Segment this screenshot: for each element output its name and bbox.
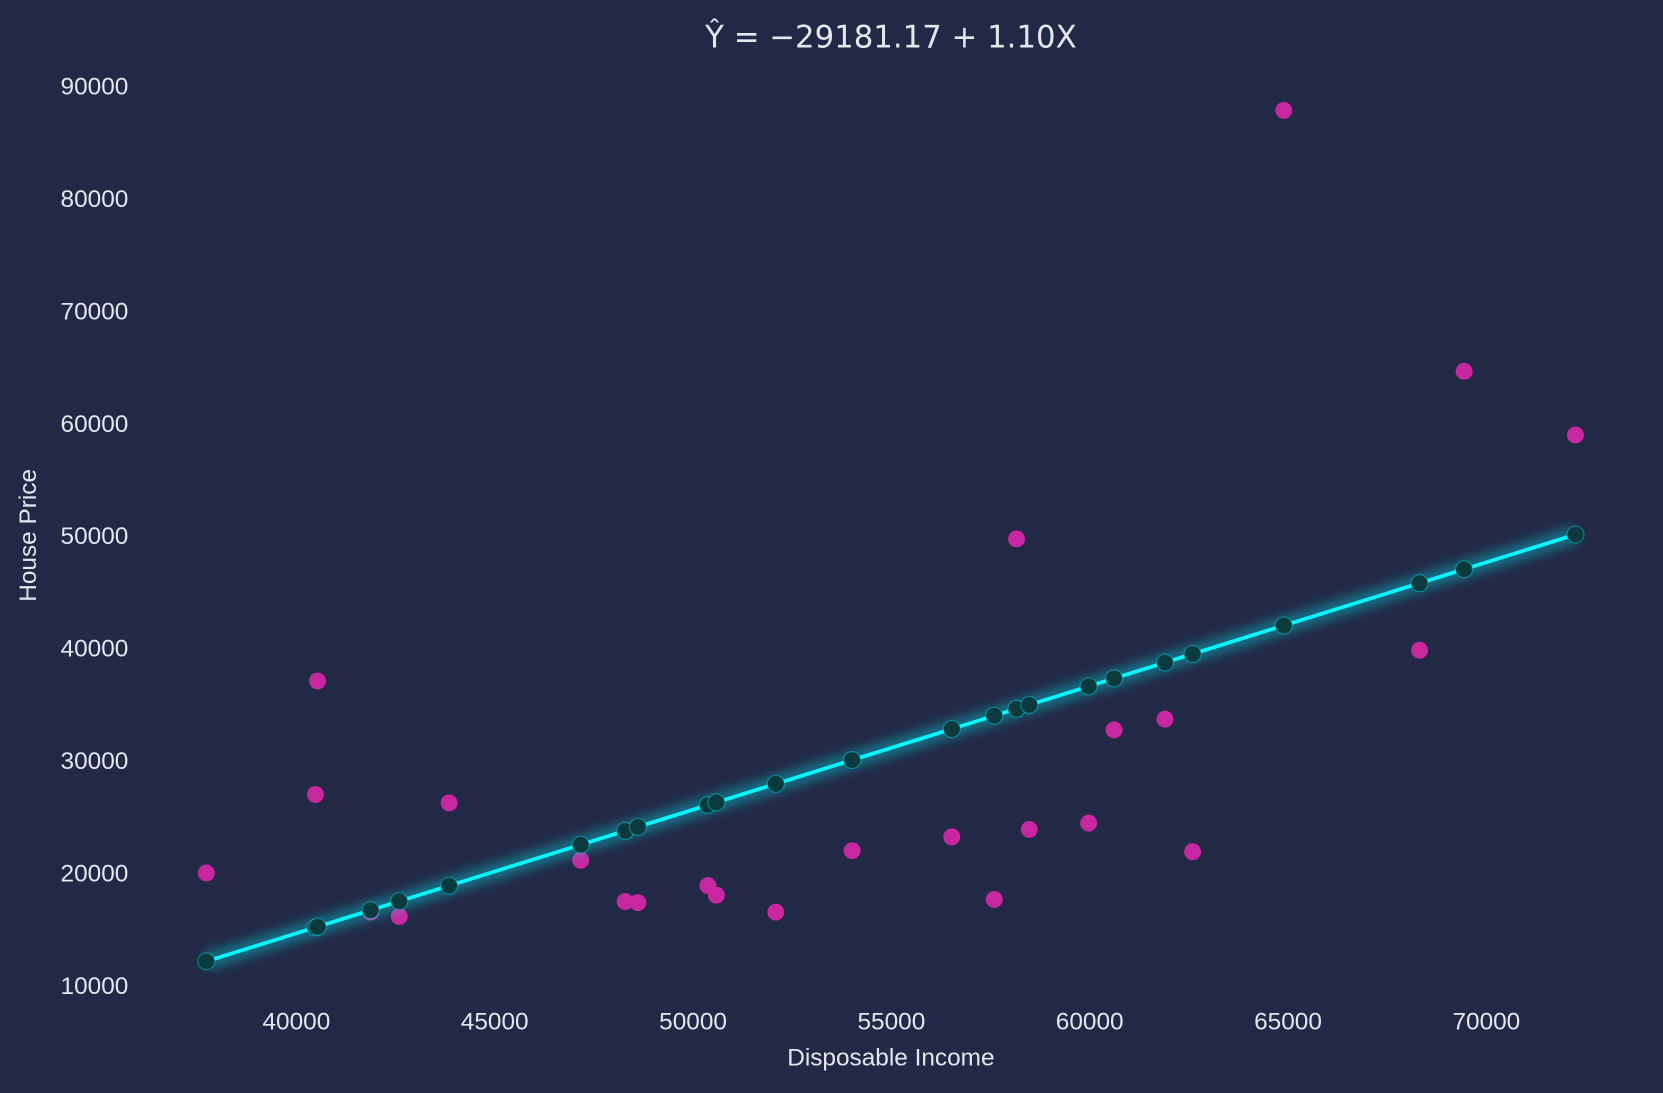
data-point [767,903,785,921]
y-tick-label: 30000 [61,748,129,775]
x-tick-label: 40000 [262,1008,330,1035]
x-tick-label: 65000 [1254,1008,1322,1035]
y-tick-label: 80000 [61,186,129,213]
data-point [943,828,961,846]
fitted-point [1566,525,1585,544]
x-axis-label: Disposable Income [787,1045,994,1072]
data-point [1455,362,1473,380]
fitted-point [766,774,785,793]
data-point [390,907,408,925]
fitted-point [1020,695,1039,714]
y-tick-label: 20000 [61,861,129,888]
data-point [1020,820,1038,838]
data-point [1566,426,1584,444]
fitted-point [1105,669,1124,688]
data-point [1411,641,1429,659]
y-tick-label: 50000 [61,523,129,550]
data-point [1184,843,1202,861]
data-point [843,842,861,860]
data-point [440,794,458,812]
y-tick-label: 90000 [61,74,129,101]
y-tick-label: 10000 [61,973,129,1000]
data-point [1105,721,1123,739]
fitted-point [440,876,459,895]
fitted-point [1079,677,1098,696]
data-point [309,672,327,690]
fitted-point [628,817,647,836]
y-tick-label: 60000 [61,411,129,438]
data-point [1080,814,1098,832]
data-point [629,894,647,912]
data-point [1156,710,1174,728]
y-tick-label: 40000 [61,636,129,663]
fitted-point [1410,574,1429,593]
x-tick-label: 60000 [1056,1008,1124,1035]
fitted-point [1274,616,1293,635]
fitted-point [1183,644,1202,663]
fitted-point [197,952,216,971]
fitted-point [1455,560,1474,579]
fitted-point [308,917,327,936]
fitted-point [942,719,961,739]
data-point [707,886,725,904]
data-point [616,893,634,911]
fitted-point [707,793,726,812]
fitted-point [390,892,409,911]
fitted-point [361,901,380,920]
data-point [197,864,215,882]
fitted-point [843,751,862,770]
y-tick-label: 70000 [61,298,129,325]
data-point [1275,101,1293,119]
fitted-point [1155,653,1174,672]
y-axis-label: House Price [15,469,42,602]
chart-title: Ŷ = −29181.17 + 1.10X [704,19,1077,56]
x-tick-label: 55000 [857,1008,925,1035]
data-point [306,785,324,803]
data-point [572,851,590,869]
x-tick-label: 45000 [461,1008,529,1035]
fitted-point [571,835,590,854]
x-tick-label: 70000 [1452,1008,1520,1035]
data-point [1008,530,1025,548]
fitted-point [985,706,1004,725]
x-tick-label: 50000 [659,1008,727,1035]
data-point [985,890,1003,908]
